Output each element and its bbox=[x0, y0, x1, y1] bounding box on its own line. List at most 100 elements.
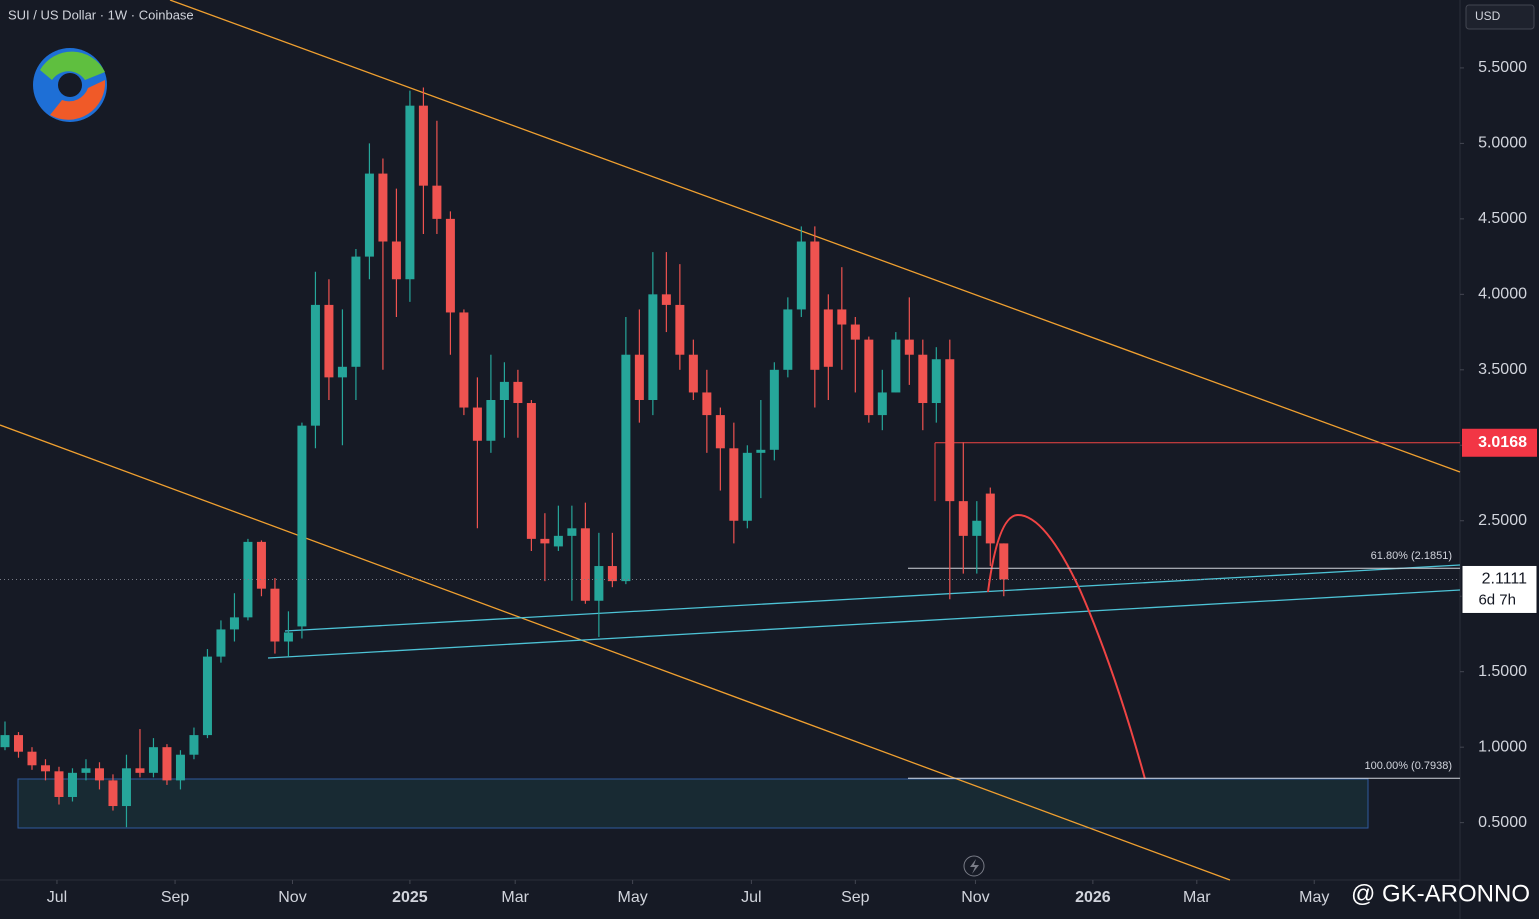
candle-body bbox=[121, 768, 131, 807]
candle-body bbox=[54, 771, 64, 797]
candle-body bbox=[351, 256, 361, 367]
candle-body bbox=[364, 173, 374, 257]
y-tick-label: 3.5000 bbox=[1478, 361, 1527, 378]
y-tick-label: 0.5000 bbox=[1478, 814, 1527, 831]
candle-body bbox=[567, 528, 577, 536]
watermark: @ GK-ARONNO bbox=[1351, 880, 1530, 907]
currency-box[interactable] bbox=[1465, 4, 1535, 30]
candle-body bbox=[513, 381, 523, 404]
candle-body bbox=[135, 768, 145, 773]
x-tick-label: Nov bbox=[961, 889, 989, 906]
candle-body bbox=[715, 415, 725, 449]
candle-body bbox=[607, 566, 617, 582]
y-tick-label: 5.5000 bbox=[1478, 59, 1527, 76]
candle-body bbox=[297, 425, 307, 627]
candle-body bbox=[13, 735, 23, 752]
candle-body bbox=[553, 535, 563, 547]
candle-body bbox=[958, 501, 968, 536]
candle-body bbox=[985, 493, 995, 544]
candle-body bbox=[648, 294, 658, 400]
candle-body bbox=[999, 543, 1009, 580]
candle-body bbox=[148, 747, 158, 773]
y-tick-label: 1.0000 bbox=[1478, 738, 1527, 755]
candle-body bbox=[823, 309, 833, 367]
candle-body bbox=[864, 339, 874, 416]
candle-body bbox=[499, 381, 509, 400]
candle-body bbox=[310, 304, 320, 426]
candle-body bbox=[391, 241, 401, 280]
candle-body bbox=[675, 304, 685, 355]
x-tick-label: Sep bbox=[161, 889, 190, 906]
candle-body bbox=[94, 768, 104, 781]
y-tick-label: 5.0000 bbox=[1478, 135, 1527, 152]
candle-body bbox=[729, 448, 739, 521]
candle-body bbox=[459, 312, 469, 408]
candle-body bbox=[918, 354, 928, 404]
candle-body bbox=[162, 747, 172, 781]
candle-body bbox=[756, 449, 766, 453]
candle-body bbox=[229, 617, 239, 630]
candle-body bbox=[796, 241, 806, 310]
candle-body bbox=[202, 656, 212, 736]
replay-icon[interactable] bbox=[963, 855, 985, 877]
fib-label: 61.80% (2.1851) bbox=[1371, 550, 1452, 562]
x-tick-label: 2025 bbox=[392, 889, 428, 906]
last-price-label: 2.1111 bbox=[1482, 571, 1527, 588]
candle-body bbox=[742, 452, 752, 521]
level-label: 3.0168 bbox=[1478, 434, 1527, 451]
candle-body bbox=[405, 105, 415, 280]
candle-body bbox=[324, 304, 334, 378]
candle-body bbox=[175, 754, 185, 781]
candle-body bbox=[243, 541, 253, 618]
demand-zone bbox=[17, 778, 1369, 829]
candle-body bbox=[904, 339, 914, 355]
candle-body bbox=[810, 241, 820, 370]
y-tick-label: 2.5000 bbox=[1478, 512, 1527, 529]
candle-body bbox=[445, 218, 455, 313]
candle-body bbox=[526, 403, 536, 539]
countdown: 6d 7h bbox=[1478, 591, 1516, 608]
candle-body bbox=[216, 629, 226, 657]
candle-body bbox=[661, 294, 671, 305]
x-tick-label: 2026 bbox=[1075, 889, 1111, 906]
candle-body bbox=[634, 354, 644, 400]
x-tick-label: Jul bbox=[47, 889, 67, 906]
x-tick-label: Nov bbox=[278, 889, 306, 906]
candle-body bbox=[378, 173, 388, 242]
y-tick-label: 1.5000 bbox=[1478, 663, 1527, 680]
level-label-box bbox=[1462, 428, 1537, 457]
candle-body bbox=[850, 324, 860, 340]
candle-body bbox=[877, 392, 887, 416]
candle-body bbox=[270, 588, 280, 642]
chart-title: SUI / US Dollar · 1W · Coinbase bbox=[8, 7, 194, 22]
y-tick-label: 4.5000 bbox=[1478, 210, 1527, 227]
fib-label: 100.00% (0.7938) bbox=[1365, 760, 1452, 772]
candle-body bbox=[837, 309, 847, 325]
candle-body bbox=[769, 369, 779, 450]
last-price-box bbox=[1461, 564, 1538, 614]
candle-body bbox=[702, 392, 712, 416]
candle-body bbox=[418, 105, 428, 186]
candle-body bbox=[81, 768, 91, 773]
candle-body bbox=[486, 400, 496, 441]
candle-body bbox=[621, 354, 631, 582]
support-line bbox=[284, 564, 1461, 632]
x-tick-label: Mar bbox=[1183, 889, 1211, 906]
x-tick-label: Sep bbox=[841, 889, 870, 906]
x-tick-label: Jul bbox=[741, 889, 761, 906]
y-tick-label: 4.0000 bbox=[1478, 286, 1527, 303]
candle-body bbox=[540, 538, 550, 544]
currency: USD bbox=[1475, 9, 1501, 23]
candle-body bbox=[688, 354, 698, 393]
candle-body bbox=[783, 309, 793, 370]
candle-body bbox=[0, 735, 10, 748]
projection-curve bbox=[987, 513, 1146, 780]
logo bbox=[33, 48, 107, 122]
candle-body bbox=[580, 528, 590, 601]
candle-body bbox=[594, 566, 604, 601]
candle-body bbox=[283, 632, 293, 642]
candle-body bbox=[472, 407, 482, 441]
candle-body bbox=[972, 520, 982, 536]
